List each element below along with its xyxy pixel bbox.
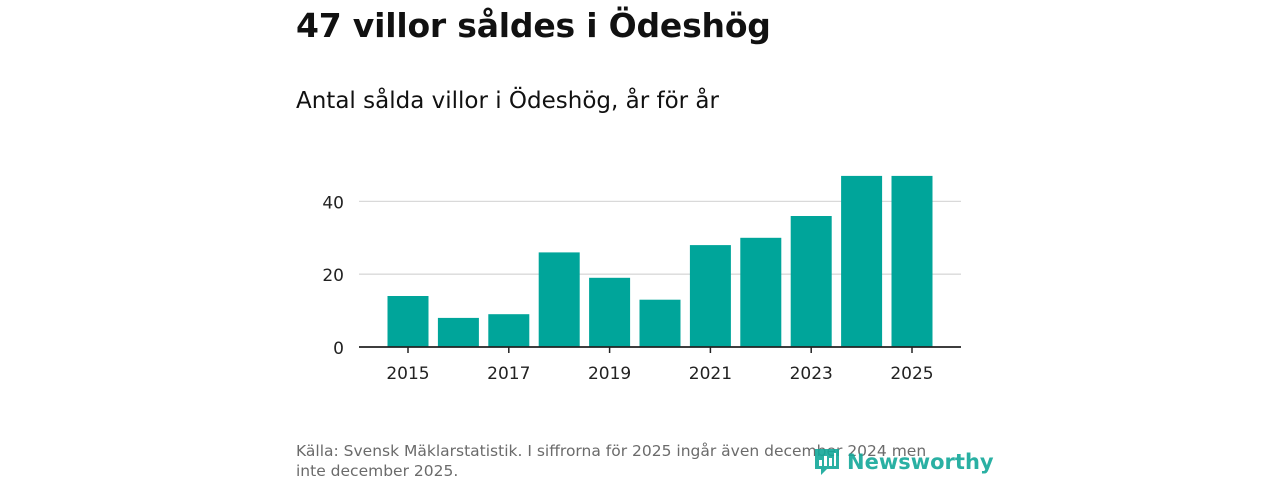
bar-2020 — [639, 299, 681, 347]
bar-2018 — [538, 252, 580, 347]
x-tick-label: 2025 — [890, 364, 933, 384]
bar-2025 — [891, 175, 933, 347]
bar-2016 — [437, 317, 479, 347]
chart-title: 47 villor såldes i Ödeshög — [296, 6, 771, 45]
x-tick-label: 2023 — [790, 364, 833, 384]
newsworthy-logo-icon — [815, 449, 839, 475]
x-tick-label: 2017 — [487, 364, 530, 384]
bar-2023 — [790, 216, 832, 347]
bar-2017 — [488, 314, 530, 347]
bar-2021 — [689, 245, 731, 347]
bar-2015 — [387, 296, 429, 347]
bar-2024 — [841, 175, 883, 347]
bar-2022 — [740, 237, 782, 347]
x-tick-label: 2021 — [689, 364, 732, 384]
x-tick-label: 2019 — [588, 364, 631, 384]
y-tick-label: 0 — [333, 339, 344, 359]
y-tick-label: 20 — [322, 266, 344, 286]
chart-subtitle: Antal sålda villor i Ödeshög, år för år — [296, 88, 719, 114]
logo-text: Newsworthy — [847, 450, 994, 474]
bar-2019 — [589, 277, 631, 347]
y-tick-label: 40 — [322, 193, 344, 213]
x-tick-label: 2015 — [386, 364, 429, 384]
source-note: Källa: Svensk Mäklarstatistik. I siffror… — [296, 442, 927, 480]
newsworthy-logo: Newsworthy — [813, 447, 994, 477]
